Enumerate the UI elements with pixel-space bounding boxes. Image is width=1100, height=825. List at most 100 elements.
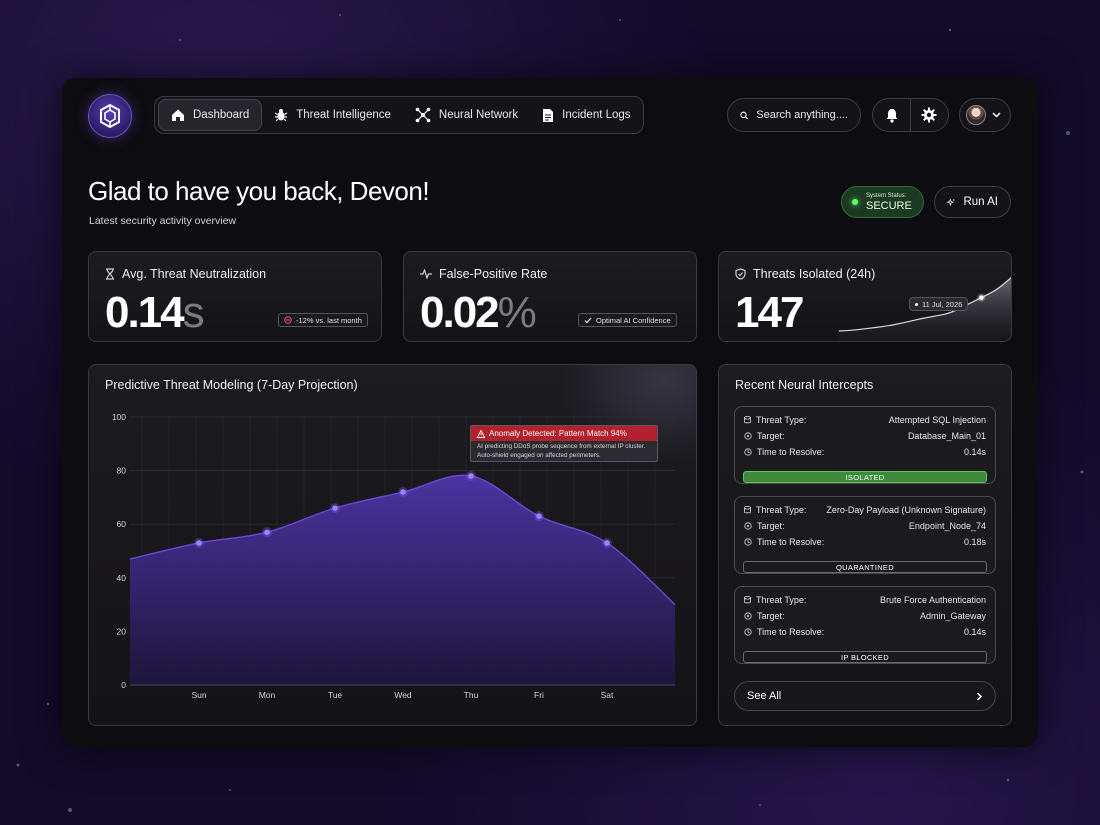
- row-value: Brute Force Authentication: [879, 595, 986, 605]
- network-icon: [415, 107, 431, 123]
- trend-badge-text: -12% vs. last month: [296, 315, 362, 325]
- stat-title-text: Avg. Threat Neutralization: [122, 267, 267, 281]
- area-fill: [130, 475, 675, 685]
- nav-item-neural-network[interactable]: Neural Network: [403, 99, 530, 131]
- document-icon: [543, 108, 554, 122]
- stat-card-false-positive: False-Positive Rate 0.02% Optimal AI Con…: [403, 251, 697, 342]
- data-point: [604, 540, 610, 546]
- see-all-label: See All: [747, 690, 782, 702]
- row-key: Threat Type:: [756, 415, 807, 425]
- gear-icon: [921, 107, 937, 123]
- bell-icon: [886, 108, 897, 123]
- status-dot: [852, 199, 858, 205]
- header-actions: [872, 98, 949, 132]
- intercept-row-target: Target: Database_Main_01: [744, 430, 986, 442]
- nav-item-label: Incident Logs: [562, 109, 631, 121]
- stat-card-threats-isolated: Threats Isolated (24h) 147 11 Jul, 2026: [718, 251, 1012, 342]
- database-icon: [744, 506, 751, 514]
- app-logo[interactable]: [88, 94, 132, 138]
- row-value: Attempted SQL Injection: [888, 415, 986, 425]
- predictive-chart-card: Predictive Threat Modeling (7-Day Projec…: [88, 364, 697, 726]
- search-input[interactable]: Search anything....: [727, 98, 861, 132]
- chart-title: Predictive Threat Modeling (7-Day Projec…: [105, 378, 358, 392]
- database-icon: [744, 416, 751, 424]
- confidence-badge-text: Optimal AI Confidence: [596, 315, 671, 325]
- row-value: Admin_Gateway: [919, 611, 986, 621]
- stat-title-text: False-Positive Rate: [439, 267, 548, 281]
- status-badge: QUARANTINED: [743, 561, 987, 573]
- intercept-row-target: Target: Endpoint_Node_74: [744, 520, 986, 532]
- sparkline-tooltip: 11 Jul, 2026: [909, 297, 969, 311]
- intercepts-title: Recent Neural Intercepts: [735, 378, 874, 392]
- page-subtitle: Latest security activity overview: [89, 215, 237, 227]
- nav-item-dashboard[interactable]: Dashboard: [158, 99, 263, 131]
- see-all-button[interactable]: See All: [734, 681, 996, 711]
- hexagon-shield-icon: [100, 103, 120, 129]
- nav-item-incident-logs[interactable]: Incident Logs: [530, 99, 642, 131]
- stat-title: Avg. Threat Neutralization: [105, 267, 266, 281]
- run-ai-button[interactable]: Run AI: [934, 186, 1011, 218]
- main-nav: Dashboard Threat Intelligence Neural Net…: [154, 96, 644, 134]
- profile-menu[interactable]: [959, 98, 1011, 132]
- check-icon: [584, 317, 592, 323]
- settings-button[interactable]: [911, 98, 948, 132]
- stat-title-text: Threats Isolated (24h): [753, 267, 876, 281]
- intercept-row-target: Target: Admin_Gateway: [744, 610, 986, 622]
- target-icon: [744, 612, 752, 620]
- row-key: Time to Resolve:: [757, 537, 825, 547]
- threat-area-chart: 0 20 40 60 80 100 Sun Mon Tue Wed Thu Fri Sat: [112, 412, 676, 700]
- x-tick-label: Thu: [464, 690, 479, 700]
- threats-sparkline: [838, 276, 1011, 341]
- x-tick-label: Mon: [259, 690, 276, 700]
- row-key: Time to Resolve:: [757, 627, 825, 637]
- intercept-row-type: Threat Type: Attempted SQL Injection: [744, 414, 986, 426]
- y-tick-label: 0: [121, 680, 126, 690]
- tooltip-dot: [915, 302, 918, 306]
- warning-icon: [477, 429, 485, 438]
- home-icon: [172, 109, 184, 121]
- chevron-right-icon: [976, 691, 983, 701]
- system-status-badge: System Status: SECURE: [841, 186, 924, 218]
- x-tick-label: Fri: [534, 690, 544, 700]
- status-badge: IP BLOCKED: [743, 651, 987, 663]
- row-value: Endpoint_Node_74: [908, 521, 986, 531]
- intercept-row-time: Time to Resolve: 0.18s: [744, 536, 986, 548]
- intercept-row-time: Time to Resolve: 0.14s: [744, 446, 986, 458]
- row-value: 0.14s: [963, 447, 986, 457]
- anomaly-body: AI predicting DDoS probe sequence from e…: [471, 441, 657, 461]
- intercept-item[interactable]: Threat Type: Brute Force Authentication …: [734, 586, 996, 664]
- row-key: Target:: [757, 611, 785, 621]
- y-tick-label: 20: [117, 626, 127, 636]
- target-icon: [744, 522, 752, 530]
- sparkline-highlight: [979, 295, 984, 300]
- confidence-badge: Optimal AI Confidence: [578, 313, 677, 327]
- x-tick-label: Sat: [601, 690, 614, 700]
- intercept-row-time: Time to Resolve: 0.14s: [744, 626, 986, 638]
- target-icon: [744, 432, 752, 440]
- row-key: Threat Type:: [756, 595, 807, 605]
- avatar: [966, 105, 986, 125]
- row-key: Target:: [757, 431, 785, 441]
- nav-item-label: Neural Network: [438, 109, 519, 121]
- anomaly-line: Auto-shield engaged on affected perimete…: [477, 451, 601, 459]
- search-placeholder: Search anything....: [756, 109, 848, 121]
- clock-icon: [744, 448, 752, 456]
- row-key: Time to Resolve:: [757, 447, 825, 457]
- nav-item-threat-intelligence[interactable]: Threat Intelligence: [262, 99, 403, 131]
- intercept-item[interactable]: Threat Type: Attempted SQL Injection Tar…: [734, 406, 996, 484]
- sparkle-icon: [947, 197, 955, 206]
- y-tick-label: 80: [117, 466, 127, 476]
- stat-value: 0.02%: [420, 288, 537, 338]
- chevron-down-icon: [992, 112, 1001, 118]
- status-value: SECURE: [866, 199, 912, 212]
- clock-icon: [744, 628, 752, 636]
- notifications-button[interactable]: [873, 98, 910, 132]
- y-tick-label: 60: [117, 519, 127, 529]
- row-value: Database_Main_01: [907, 431, 986, 441]
- run-ai-label: Run AI: [963, 196, 998, 208]
- status-label: System Status:: [866, 192, 907, 199]
- intercept-item[interactable]: Threat Type: Zero-Day Payload (Unknown S…: [734, 496, 996, 574]
- row-value: 0.18s: [963, 537, 986, 547]
- database-icon: [744, 596, 751, 604]
- stat-value: 147: [735, 288, 804, 337]
